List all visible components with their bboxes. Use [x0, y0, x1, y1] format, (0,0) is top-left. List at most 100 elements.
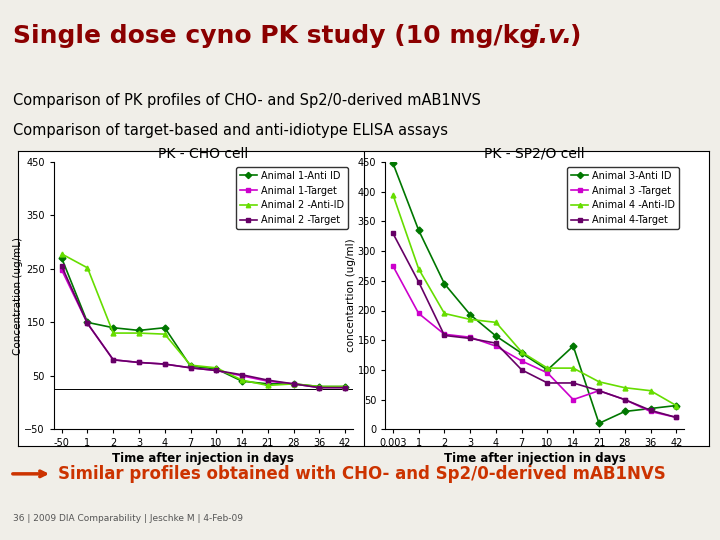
Animal 3-Anti ID	[543, 367, 552, 373]
Animal 3 -Target	[440, 331, 449, 338]
Animal 3-Anti ID	[440, 281, 449, 287]
Animal 2 -Target	[135, 359, 143, 366]
Animal 3 -Target	[389, 263, 397, 269]
Animal 2 -Target	[161, 361, 169, 367]
Animal 1-Anti ID	[238, 378, 246, 384]
Animal 2 -Anti-ID	[186, 362, 195, 368]
X-axis label: Time after injection in days: Time after injection in days	[444, 453, 626, 465]
Animal 3 -Target	[672, 414, 680, 421]
Line: Animal 2 -Anti-ID: Animal 2 -Anti-ID	[59, 252, 348, 389]
Animal 3-Anti ID	[492, 333, 500, 339]
Animal 3 -Target	[415, 310, 423, 316]
X-axis label: Time after injection in days: Time after injection in days	[112, 453, 294, 465]
Line: Animal 4-Target: Animal 4-Target	[390, 231, 679, 420]
Text: Comparison of PK profiles of CHO- and Sp2/0-derived mAB1NVS: Comparison of PK profiles of CHO- and Sp…	[13, 93, 481, 107]
Animal 1-Anti ID	[186, 363, 195, 369]
Animal 1-Target	[186, 364, 195, 371]
Animal 4 -Anti-ID	[621, 384, 629, 391]
Animal 2 -Anti-ID	[264, 382, 272, 389]
Animal 3-Anti ID	[518, 350, 526, 356]
Title: PK - CHO cell: PK - CHO cell	[158, 147, 248, 161]
Line: Animal 1-Anti ID: Animal 1-Anti ID	[59, 256, 348, 389]
Text: Similar profiles obtained with CHO- and Sp2/0-derived mAB1NVS: Similar profiles obtained with CHO- and …	[58, 465, 666, 483]
Animal 1-Target	[212, 367, 220, 374]
Animal 2 -Anti-ID	[341, 383, 349, 390]
Animal 1-Anti ID	[135, 327, 143, 334]
Animal 2 -Target	[186, 364, 195, 371]
Animal 1-Target	[109, 356, 117, 363]
Animal 2 -Anti-ID	[161, 331, 169, 338]
Y-axis label: Concentration (ug/mL): Concentration (ug/mL)	[13, 237, 23, 355]
Animal 1-Anti ID	[84, 319, 92, 326]
Animal 2 -Target	[315, 384, 323, 391]
Text: 36 | 2009 DIA Comparability | Jeschke M | 4-Feb-09: 36 | 2009 DIA Comparability | Jeschke M …	[13, 514, 243, 523]
Animal 4-Target	[440, 332, 449, 339]
Animal 4-Target	[621, 396, 629, 403]
Animal 4 -Anti-ID	[543, 365, 552, 372]
Line: Animal 1-Target: Animal 1-Target	[59, 267, 348, 390]
Animal 2 -Anti-ID	[315, 383, 323, 390]
Animal 3-Anti ID	[389, 160, 397, 166]
Animal 2 -Target	[264, 377, 272, 383]
Text: Comparison of target-based and anti-idiotype ELISA assays: Comparison of target-based and anti-idio…	[13, 123, 448, 138]
Animal 2 -Target	[341, 384, 349, 391]
Animal 3-Anti ID	[672, 402, 680, 409]
Animal 1-Target	[264, 378, 272, 384]
Legend: Animal 1-Anti ID, Animal 1-Target, Animal 2 -Anti-ID, Animal 2 -Target: Animal 1-Anti ID, Animal 1-Target, Anima…	[235, 167, 348, 229]
Animal 1-Anti ID	[341, 383, 349, 390]
Animal 4 -Anti-ID	[595, 379, 603, 385]
Animal 4 -Anti-ID	[415, 266, 423, 272]
Text: i.v.: i.v.	[530, 24, 572, 49]
Text: ): )	[570, 24, 581, 49]
Animal 3 -Target	[492, 343, 500, 349]
Animal 4 -Anti-ID	[466, 316, 474, 323]
Animal 3 -Target	[621, 396, 629, 403]
Animal 3-Anti ID	[466, 312, 474, 318]
Animal 4-Target	[518, 367, 526, 373]
Animal 3-Anti ID	[569, 343, 577, 349]
Animal 4-Target	[543, 380, 552, 386]
Animal 3-Anti ID	[595, 420, 603, 427]
Animal 1-Target	[135, 359, 143, 366]
Animal 4 -Anti-ID	[646, 388, 654, 394]
Line: Animal 3 -Target: Animal 3 -Target	[390, 264, 679, 420]
Line: Animal 4 -Anti-ID: Animal 4 -Anti-ID	[390, 192, 679, 408]
Animal 4 -Anti-ID	[389, 192, 397, 198]
Animal 2 -Target	[58, 263, 66, 269]
Animal 2 -Target	[212, 367, 220, 374]
Y-axis label: concentartion (ug/ml): concentartion (ug/ml)	[346, 239, 356, 353]
Title: PK - SP2/O cell: PK - SP2/O cell	[485, 147, 585, 161]
Animal 3 -Target	[646, 408, 654, 415]
Animal 1-Anti ID	[161, 325, 169, 331]
Animal 2 -Anti-ID	[58, 251, 66, 257]
Animal 3 -Target	[518, 357, 526, 364]
Animal 2 -Anti-ID	[84, 265, 92, 271]
Animal 1-Anti ID	[289, 381, 298, 387]
Animal 2 -Anti-ID	[109, 330, 117, 336]
Animal 2 -Anti-ID	[289, 381, 298, 387]
Animal 4-Target	[646, 407, 654, 414]
Animal 4-Target	[415, 279, 423, 285]
Animal 2 -Target	[289, 381, 298, 387]
Animal 1-Target	[161, 361, 169, 367]
Text: Single dose cyno PK study (10 mg/kg: Single dose cyno PK study (10 mg/kg	[13, 24, 546, 49]
Legend: Animal 3-Anti ID, Animal 3 -Target, Animal 4 -Anti-ID, Animal 4-Target: Animal 3-Anti ID, Animal 3 -Target, Anim…	[567, 167, 679, 229]
Animal 4-Target	[492, 340, 500, 347]
Line: Animal 3-Anti ID: Animal 3-Anti ID	[390, 161, 679, 426]
Animal 4 -Anti-ID	[672, 402, 680, 409]
Animal 1-Target	[315, 384, 323, 391]
Animal 4-Target	[595, 388, 603, 394]
Animal 4 -Anti-ID	[518, 349, 526, 355]
Animal 3-Anti ID	[621, 408, 629, 415]
Animal 1-Target	[84, 320, 92, 327]
Animal 2 -Anti-ID	[135, 330, 143, 336]
Animal 4-Target	[569, 380, 577, 386]
Animal 1-Target	[341, 384, 349, 391]
Animal 4 -Anti-ID	[440, 310, 449, 316]
Animal 1-Target	[238, 373, 246, 379]
Animal 2 -Target	[109, 356, 117, 363]
Animal 2 -Target	[238, 372, 246, 378]
Animal 3 -Target	[595, 388, 603, 394]
Animal 4 -Anti-ID	[492, 319, 500, 326]
Animal 3 -Target	[466, 334, 474, 341]
